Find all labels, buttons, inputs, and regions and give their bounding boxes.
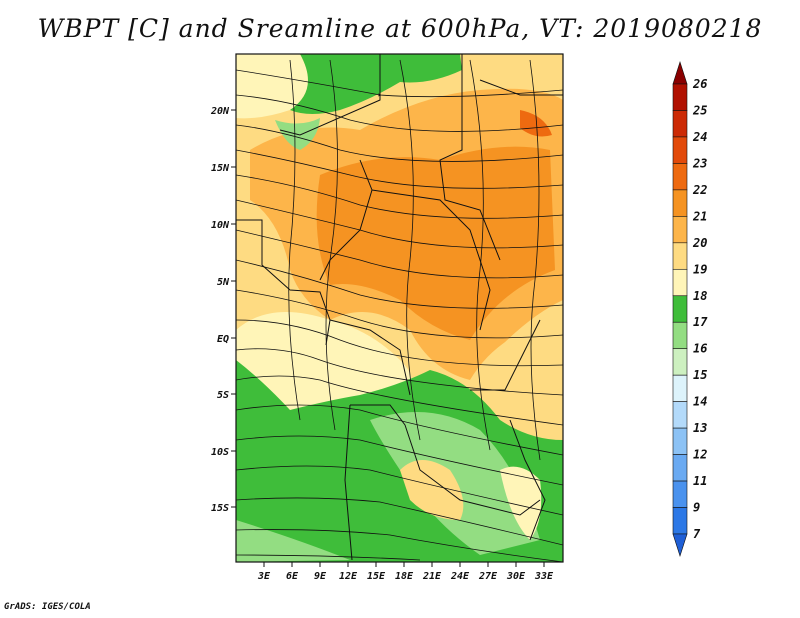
streamlines bbox=[236, 59, 563, 562]
colorbar-label: 17 bbox=[693, 315, 708, 329]
lat-label-20n: 20N bbox=[210, 106, 230, 117]
colorbar-label: 16 bbox=[693, 342, 707, 356]
lon-label-3e: 3E bbox=[257, 571, 271, 582]
colorbar-segment bbox=[672, 374, 688, 402]
colorbar-segment bbox=[672, 163, 688, 191]
footer-credit: GrADS: IGES/COLA bbox=[4, 602, 91, 612]
colorbar-label: 7 bbox=[693, 527, 701, 541]
lon-label-33e: 33E bbox=[534, 571, 554, 582]
colorbar-segment bbox=[672, 401, 688, 429]
colorbar-segment bbox=[672, 136, 688, 164]
colorbar-label: 24 bbox=[692, 130, 707, 144]
colorbar-label: 9 bbox=[693, 501, 700, 515]
colorbar-label: 13 bbox=[693, 421, 707, 435]
colorbar-label: 23 bbox=[692, 156, 707, 170]
lon-label-12e: 12E bbox=[339, 571, 358, 582]
chart-title: WBPT [C] and Sreamline at 600hPa, VT: 20… bbox=[37, 14, 763, 43]
lat-label-5n: 5N bbox=[217, 277, 230, 288]
colorbar-label: 12 bbox=[693, 448, 707, 462]
lat-label-15s: 15S bbox=[211, 503, 229, 514]
colorbar-segment bbox=[672, 268, 688, 297]
colorbar-top-triangle bbox=[672, 61, 688, 85]
colorbar-segment bbox=[672, 295, 688, 323]
map-frame bbox=[235, 53, 564, 563]
colorbar-label: 26 bbox=[692, 77, 707, 91]
lat-label-eq: EQ bbox=[217, 334, 229, 345]
lon-label-9e: 9E bbox=[314, 571, 327, 582]
colorbar-segment bbox=[672, 242, 688, 270]
colorbar-segment bbox=[672, 454, 688, 482]
colorbar-label: 15 bbox=[693, 368, 707, 382]
lat-label-10n: 10N bbox=[211, 220, 230, 231]
colorbar-segment bbox=[672, 110, 688, 138]
colorbar-segment bbox=[672, 83, 688, 111]
colorbar-label: 14 bbox=[693, 395, 707, 409]
lon-label-21e: 21E bbox=[422, 571, 442, 582]
colorbar-bottom-triangle bbox=[672, 533, 688, 557]
colorbar: 7 9 11 12 13 14 15 16 17 18 19 20 21 22 23 24 25 26 bbox=[672, 61, 708, 557]
colorbar-label: 19 bbox=[693, 262, 707, 276]
lon-label-6e: 6E bbox=[286, 571, 299, 582]
colorbar-segment bbox=[672, 348, 688, 376]
lat-label-10s: 10S bbox=[211, 447, 229, 458]
lat-label-15n: 15N bbox=[211, 163, 230, 174]
colorbar-label: 20 bbox=[692, 236, 707, 250]
colorbar-segment bbox=[672, 480, 688, 508]
colorbar-label: 21 bbox=[692, 209, 707, 223]
lon-label-24e: 24E bbox=[450, 571, 470, 582]
colorbar-segment bbox=[672, 507, 688, 535]
colorbar-label: 22 bbox=[692, 183, 707, 197]
colorbar-segment bbox=[672, 427, 688, 455]
lon-label-30e: 30E bbox=[506, 571, 526, 582]
longitude-axis: 3E 6E 9E 12E 15E 18E 21E 24E 27E 30E 33E bbox=[257, 562, 554, 582]
lon-label-27e: 27E bbox=[478, 571, 498, 582]
colorbar-segment bbox=[672, 189, 688, 217]
colorbar-label: 18 bbox=[693, 289, 707, 303]
colorbar-label: 11 bbox=[693, 474, 707, 488]
lon-label-15e: 15E bbox=[367, 571, 386, 582]
colorbar-segment bbox=[672, 216, 688, 244]
lon-label-18e: 18E bbox=[395, 571, 414, 582]
colorbar-label: 25 bbox=[692, 103, 707, 117]
lat-label-5s: 5S bbox=[217, 390, 229, 401]
country-boundaries bbox=[236, 54, 563, 561]
colorbar-segment bbox=[672, 321, 688, 350]
latitude-axis: 20N 15N 10N 5N EQ 5S 10S 15S bbox=[210, 106, 236, 514]
